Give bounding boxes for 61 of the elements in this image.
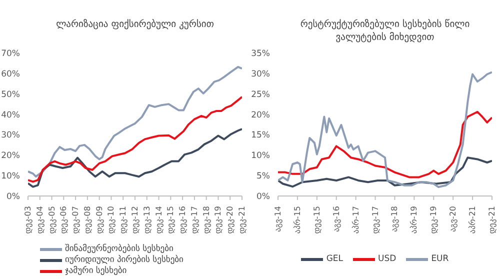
x-tick-label: დეკ-09 (94, 206, 104, 234)
x-tick-label: აპრ-15 (292, 206, 302, 234)
y-tick-label: 70% (1, 49, 20, 60)
x-tick-label: დეკ-10 (106, 206, 116, 234)
x-tick-label: დეკ-08 (82, 206, 92, 234)
y-tick-label: 30% (251, 69, 270, 80)
x-tick-label: აგვ-14 (274, 206, 282, 232)
y-tick-label: 20% (1, 151, 20, 162)
y-tick-label: 35% (251, 49, 270, 60)
line-series (278, 71, 492, 188)
y-tick-label: 25% (251, 90, 270, 100)
chart-title: რესტრუქტურიზებული სესხების წილი ვალუტების მიხედვით (299, 18, 471, 45)
x-tick-label: დეკ-19 (429, 206, 438, 234)
legend-label: USD (378, 254, 396, 264)
legend-label: GEL (326, 254, 344, 264)
x-tick-label: დეკ-21 (238, 206, 246, 234)
y-tick-label: 5% (256, 172, 270, 182)
x-tick-label: აპრ-21 (468, 206, 478, 234)
y-tick-label: 10% (251, 151, 270, 162)
x-tick-label: დეკ-13 (142, 206, 152, 234)
y-tick-label: 0% (6, 192, 20, 202)
x-tick-label: აპრ-19 (410, 206, 419, 234)
x-tick-label: დეკ-18 (202, 206, 211, 234)
x-tick-label: დეკ-14 (154, 206, 164, 234)
x-tick-label: დეკ-03 (24, 206, 32, 234)
x-tick-label: დეკ-16 (178, 206, 188, 234)
x-tick-label: აპრ-17 (351, 206, 360, 234)
y-tick-label: 20% (251, 110, 270, 120)
x-tick-label: დეკ-17 (370, 206, 380, 234)
x-tick-label: დეკ-15 (312, 206, 322, 234)
line-series (28, 96, 242, 183)
y-tick-label: 10% (1, 172, 20, 182)
line-series (278, 110, 492, 178)
y-tick-label: 30% (1, 130, 20, 141)
y-tick-label: 0% (256, 192, 270, 202)
x-tick-label: დეკ-04 (35, 206, 44, 234)
y-tick-label: 40% (1, 110, 20, 120)
legend-label: იურიდიული პირების სესხები (65, 255, 184, 265)
x-tick-label: აგვ-20 (448, 206, 458, 232)
x-tick-label: დეკ-05 (47, 206, 56, 234)
x-tick-label: დეკ-12 (130, 206, 140, 234)
x-tick-label: დეკ-20 (226, 206, 235, 234)
legend-label: EUR (431, 254, 449, 264)
y-tick-label: 50% (1, 90, 20, 100)
x-tick-label: დეკ-19 (214, 206, 223, 234)
x-tick-label: აგვ-16 (332, 206, 341, 232)
chart-title: ლარიზაცია ფიქსირებული კურსით (55, 18, 215, 32)
line-series (278, 156, 492, 188)
x-tick-label: დეკ-07 (71, 206, 80, 234)
y-tick-label: 60% (1, 69, 20, 80)
x-tick-label: დეკ-21 (488, 206, 496, 234)
line-series (28, 128, 242, 188)
line-series (28, 66, 242, 178)
y-tick-label: 15% (251, 130, 270, 141)
x-tick-label: აგვ-18 (390, 206, 400, 232)
x-tick-label: დეკ-11 (118, 206, 128, 234)
x-tick-label: დეკ-15 (166, 206, 176, 234)
x-tick-label: დეკ-17 (190, 206, 199, 234)
x-tick-label: დეკ-06 (59, 206, 68, 234)
legend-label: შინამეურნეობების სესხები (65, 244, 174, 254)
legend-label: ჯამური სესხები (65, 266, 127, 276)
